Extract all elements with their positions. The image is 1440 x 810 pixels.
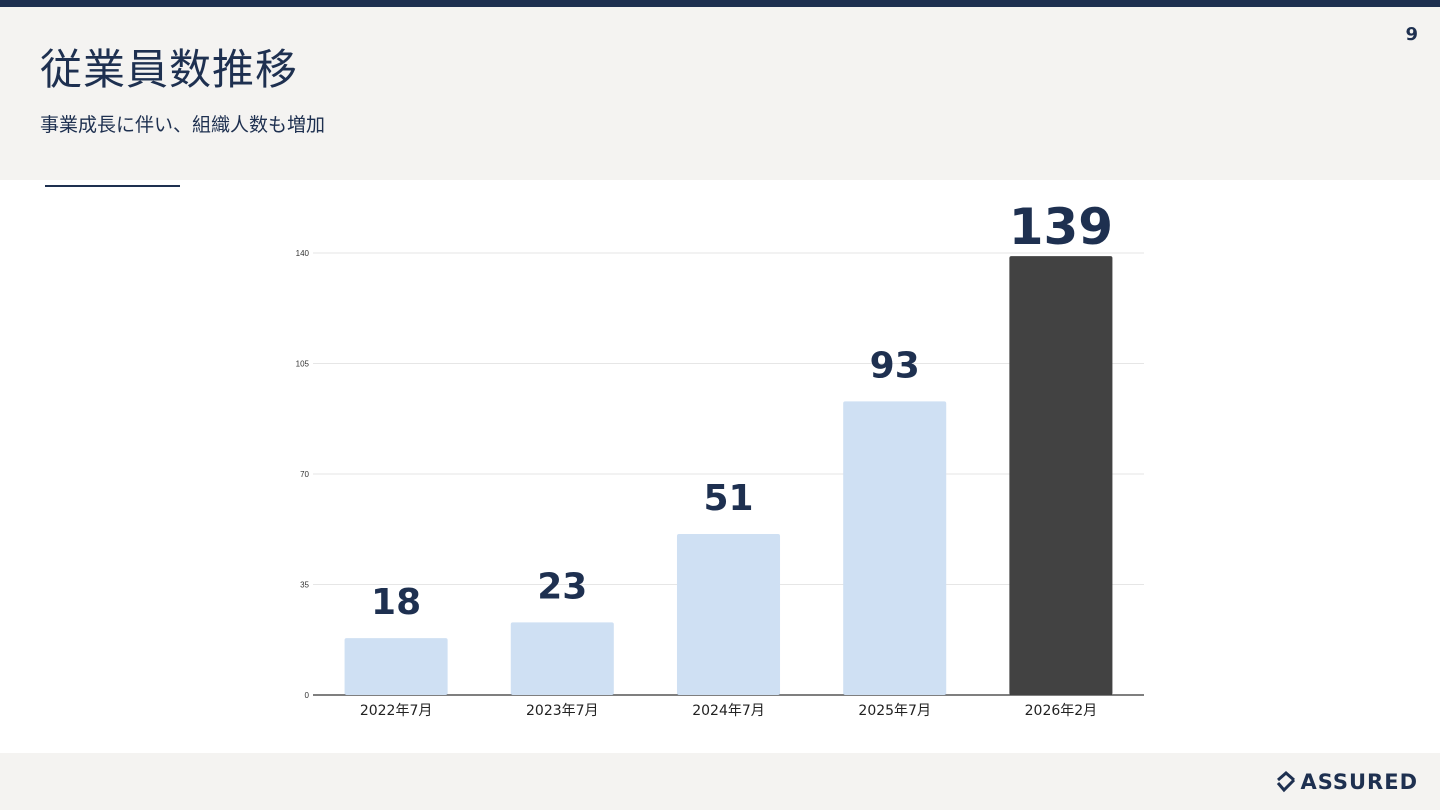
employee-count-bar-chart: 0 35 70 105 140 2022年7月 18 2023年7月 23 2024年7月 51 20… xyxy=(296,198,1144,719)
title-underline xyxy=(45,185,180,187)
data-label: 18 xyxy=(371,582,421,623)
slide-footer: ASSURED xyxy=(0,753,1440,810)
chart-area: 0 35 70 105 140 2022年7月 18 2023年7月 23 2024年7月 51 20… xyxy=(0,180,1440,753)
page-number: 9 xyxy=(1405,24,1418,45)
x-tick-label: 2025年7月 xyxy=(858,703,931,719)
bar-2022年7月 xyxy=(344,638,448,695)
x-tick-label: 2023年7月 xyxy=(526,703,599,719)
bar-2024年7月 xyxy=(676,533,781,695)
x-tick-label: 2022年7月 xyxy=(360,703,433,719)
page-title: 従業員数推移 xyxy=(40,45,299,94)
x-tick-label: 2024年7月 xyxy=(692,703,765,719)
company-logo: ASSURED xyxy=(1275,770,1418,794)
x-tick-label: 2026年2月 xyxy=(1025,703,1098,719)
slide-header: 9 従業員数推移 事業成長に伴い、組織人数も増加 xyxy=(0,7,1440,187)
data-label: 23 xyxy=(537,566,587,607)
data-label: 51 xyxy=(703,478,753,519)
y-tick-label: 0 xyxy=(305,691,310,700)
y-tick-label: 140 xyxy=(296,249,310,258)
bar-2025年7月 xyxy=(843,401,947,695)
y-tick-label: 35 xyxy=(300,581,309,590)
logo-wordmark: ASSURED xyxy=(1300,770,1418,794)
logo-check-mark-icon xyxy=(1277,771,1296,793)
bar-2023年7月 xyxy=(510,622,614,695)
y-tick-label: 105 xyxy=(296,360,310,369)
page-subtitle: 事業成長に伴い、組織人数も増加 xyxy=(40,114,326,136)
bar-2026年2月 xyxy=(1009,256,1113,695)
top-accent-strip xyxy=(0,0,1440,7)
data-label: 93 xyxy=(870,345,920,386)
data-label: 139 xyxy=(1009,198,1113,256)
y-tick-label: 70 xyxy=(300,470,309,479)
